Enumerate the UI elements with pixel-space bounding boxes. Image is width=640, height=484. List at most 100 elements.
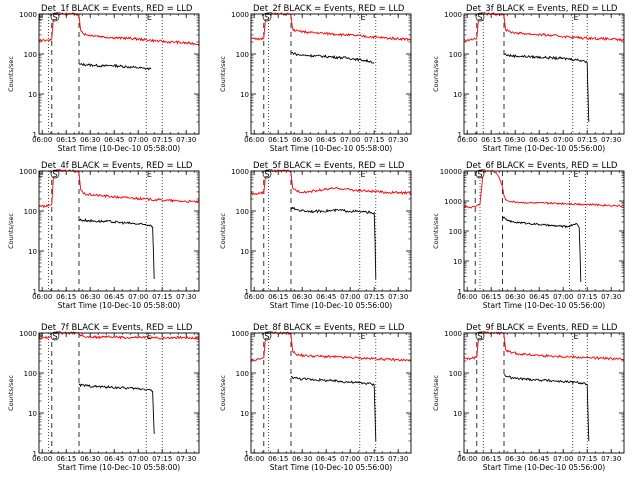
marker-label: E xyxy=(573,170,578,179)
x-tick-label: 07:30 xyxy=(601,293,621,301)
x-tick-label: 07:15 xyxy=(577,136,597,144)
x-tick-label: 07:15 xyxy=(364,136,384,144)
marker-label: S xyxy=(52,13,57,22)
y-tick-label: 1 xyxy=(33,288,37,296)
x-tick-label: 07:15 xyxy=(577,293,597,301)
x-tick-label: 07:00 xyxy=(340,455,360,463)
y-axis-label: Counts/sec xyxy=(432,56,440,92)
start-marker-circle xyxy=(50,169,60,179)
marker-label: E xyxy=(360,170,365,179)
marker-label: S xyxy=(52,332,57,341)
y-tick-label: 10000 xyxy=(440,168,462,176)
x-tick-label: 06:30 xyxy=(80,455,100,463)
x-tick-label: 06:45 xyxy=(104,293,124,301)
x-tick-label: 06:45 xyxy=(104,136,124,144)
x-tick-label: 07:00 xyxy=(553,455,573,463)
x-tick-label: 07:30 xyxy=(176,293,196,301)
x-tick-label: 06:45 xyxy=(529,455,549,463)
y-tick-label: 10 xyxy=(28,410,37,418)
x-tick-label: 07:15 xyxy=(364,455,384,463)
plot-frame xyxy=(250,170,412,292)
y-tick-label: 100 xyxy=(236,51,249,59)
x-tick-label: 06:30 xyxy=(80,136,100,144)
x-tick-label: 07:00 xyxy=(128,455,148,463)
detector-panel: Det_7f BLACK = Events, RED = LLD Counts/s… xyxy=(7,323,200,472)
lld-series-line xyxy=(463,169,625,209)
y-axis-label: Counts/sec xyxy=(219,56,227,92)
x-tick-label: 06:00 xyxy=(244,455,264,463)
x-tick-label: 06:30 xyxy=(505,455,525,463)
marker-label: E xyxy=(147,13,152,22)
x-axis-label: Start Time (10-Dec-10 05:56:00) xyxy=(270,463,392,472)
x-tick-label: 07:00 xyxy=(553,293,573,301)
marker-label: E xyxy=(360,13,365,22)
plot-frame xyxy=(463,170,625,292)
y-tick-label: 100 xyxy=(24,51,37,59)
x-tick-label: 06:15 xyxy=(56,455,76,463)
x-tick-label: 06:15 xyxy=(481,136,501,144)
marker-label: S xyxy=(477,170,482,179)
y-tick-label: 1000 xyxy=(444,198,462,206)
y-tick-label: 100 xyxy=(449,51,462,59)
lld-series-line xyxy=(250,168,412,196)
x-tick-label: 07:00 xyxy=(340,136,360,144)
x-tick-label: 07:00 xyxy=(340,293,360,301)
y-axis-label: Counts/sec xyxy=(7,56,15,92)
panel-title: Det_7f BLACK = Events, RED = LLD xyxy=(41,323,193,333)
x-tick-label: 06:00 xyxy=(244,136,264,144)
x-tick-label: 07:00 xyxy=(128,136,148,144)
start-marker-circle xyxy=(262,169,272,179)
detector-panel: Det_9f BLACK = Events, RED = LLD Counts/s… xyxy=(432,323,625,472)
x-tick-label: 07:30 xyxy=(176,136,196,144)
y-tick-label: 100 xyxy=(449,370,462,378)
lld-series-line xyxy=(38,11,200,46)
plot-frame xyxy=(250,13,412,135)
x-axis-label: Start Time (10-Dec-10 05:56:00) xyxy=(270,301,392,310)
x-tick-label: 06:15 xyxy=(268,136,288,144)
x-tick-label: 06:30 xyxy=(292,293,312,301)
events-series-line xyxy=(78,383,155,434)
y-axis-label: Counts/sec xyxy=(432,375,440,411)
x-tick-label: 06:00 xyxy=(244,293,264,301)
marker-label: E xyxy=(573,13,578,22)
marker-label: E xyxy=(38,13,43,22)
lld-series-line xyxy=(463,331,625,361)
x-tick-label: 07:15 xyxy=(364,293,384,301)
detector-panel: Det_5f BLACK = Events, RED = LLD Counts/s… xyxy=(219,161,412,310)
y-tick-label: 1000 xyxy=(444,330,462,338)
detector-panel: Det_6f BLACK = Events, RED = LLD Counts/s… xyxy=(432,161,625,310)
y-tick-label: 10 xyxy=(453,91,462,99)
x-tick-label: 07:30 xyxy=(601,455,621,463)
marker-label: E xyxy=(360,332,365,341)
panel-title: Det_8f BLACK = Events, RED = LLD xyxy=(253,323,405,333)
x-tick-label: 06:15 xyxy=(481,455,501,463)
detector-panel: Det_4f BLACK = Events, RED = LLD Counts/s… xyxy=(7,161,200,310)
y-tick-label: 10 xyxy=(28,248,37,256)
x-tick-label: 07:30 xyxy=(176,455,196,463)
events-series-line xyxy=(78,62,152,71)
y-tick-label: 10 xyxy=(453,410,462,418)
y-tick-label: 1000 xyxy=(231,11,249,19)
x-axis-label: Start Time (10-Dec-10 05:58:00) xyxy=(58,463,180,472)
panel-title: Det_4f BLACK = Events, RED = LLD xyxy=(41,161,193,171)
panel-title: Det_9f BLACK = Events, RED = LLD xyxy=(466,323,618,333)
events-series-line xyxy=(502,216,582,283)
x-tick-label: 06:15 xyxy=(268,455,288,463)
x-axis-label: Start Time (10-Dec-10 05:56:00) xyxy=(483,301,605,310)
lld-series-line xyxy=(250,331,412,362)
lld-series-line xyxy=(38,169,200,209)
start-marker-circle xyxy=(475,169,485,179)
y-tick-label: 1 xyxy=(458,288,462,296)
x-tick-label: 06:45 xyxy=(316,293,336,301)
y-tick-label: 1000 xyxy=(231,330,249,338)
detector-panel: Det_2f BLACK = Events, RED = LLD Counts/s… xyxy=(219,4,412,153)
x-tick-label: 06:45 xyxy=(316,455,336,463)
marker-label: S xyxy=(477,332,482,341)
panel-title: Det_3f BLACK = Events, RED = LLD xyxy=(466,4,618,14)
panel-title: Det_6f BLACK = Events, RED = LLD xyxy=(466,161,618,171)
x-tick-label: 06:45 xyxy=(529,293,549,301)
events-series-line xyxy=(78,218,155,280)
x-tick-label: 07:00 xyxy=(553,136,573,144)
x-tick-label: 07:15 xyxy=(152,136,172,144)
